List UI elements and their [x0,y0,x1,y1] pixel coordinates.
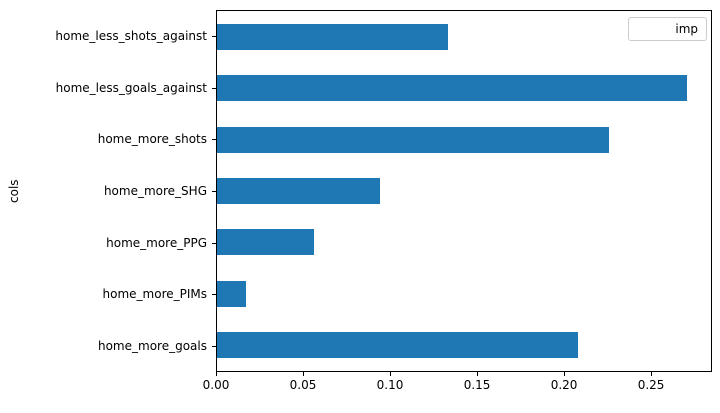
plot-area: imp [216,10,712,372]
bar-home_less_shots_against [217,23,448,50]
y-tick-label: home_more_goals [97,339,207,354]
bar-home_less_goals_against [217,75,687,102]
legend: imp [628,17,707,41]
bar-home_more_PPG [217,229,315,256]
x-tick-mark [564,372,566,376]
bar-row [217,320,711,371]
x-tick-label: 0.10 [376,378,404,392]
y-tick-label: home_less_shots_against [55,28,207,43]
y-tick-labels: home_less_shots_against home_less_goals_a… [0,10,207,372]
bar-home_more_goals [217,332,578,359]
y-tick-mark [212,191,216,192]
y-tick-mark [212,294,216,296]
y-tick-mark [212,35,216,37]
y-tick-label: home_more_SHG [103,184,207,198]
bars-container [217,11,711,371]
y-tick-mark [212,139,216,141]
x-tick-label: 0.20 [550,378,578,392]
bar-row [217,114,711,165]
bar-home_more_SHG [217,177,380,204]
bar-row [217,268,711,319]
bar-row [217,165,711,216]
y-tick-label: home_more_PIMs [102,287,207,302]
bar-home_more_PIMs [217,280,247,307]
y-tick-mark [212,242,216,244]
legend-label: imp [675,22,698,36]
bar-row [217,217,711,268]
y-tick-label: home_more_PPG [106,235,207,250]
y-tick-mark [212,346,216,348]
x-tick-label: 0.15 [463,378,491,392]
bar-row [217,62,711,113]
x-tick-label: 0.25 [637,378,665,392]
x-tick-mark [216,372,217,376]
bar-home_more_shots [217,126,609,153]
y-tick-label: home_less_goals_against [55,80,207,95]
legend-swatch-icon [637,23,667,35]
x-tick-label: 0.00 [202,378,230,392]
x-tick-label: 0.05 [289,378,317,392]
x-tick-mark [651,372,653,376]
y-tick-label: home_more_shots [97,132,207,147]
bar-row [217,11,711,62]
x-tick-mark [303,372,305,376]
x-tick-mark [390,372,392,376]
x-tick-mark [477,372,479,376]
y-tick-mark [212,87,216,89]
